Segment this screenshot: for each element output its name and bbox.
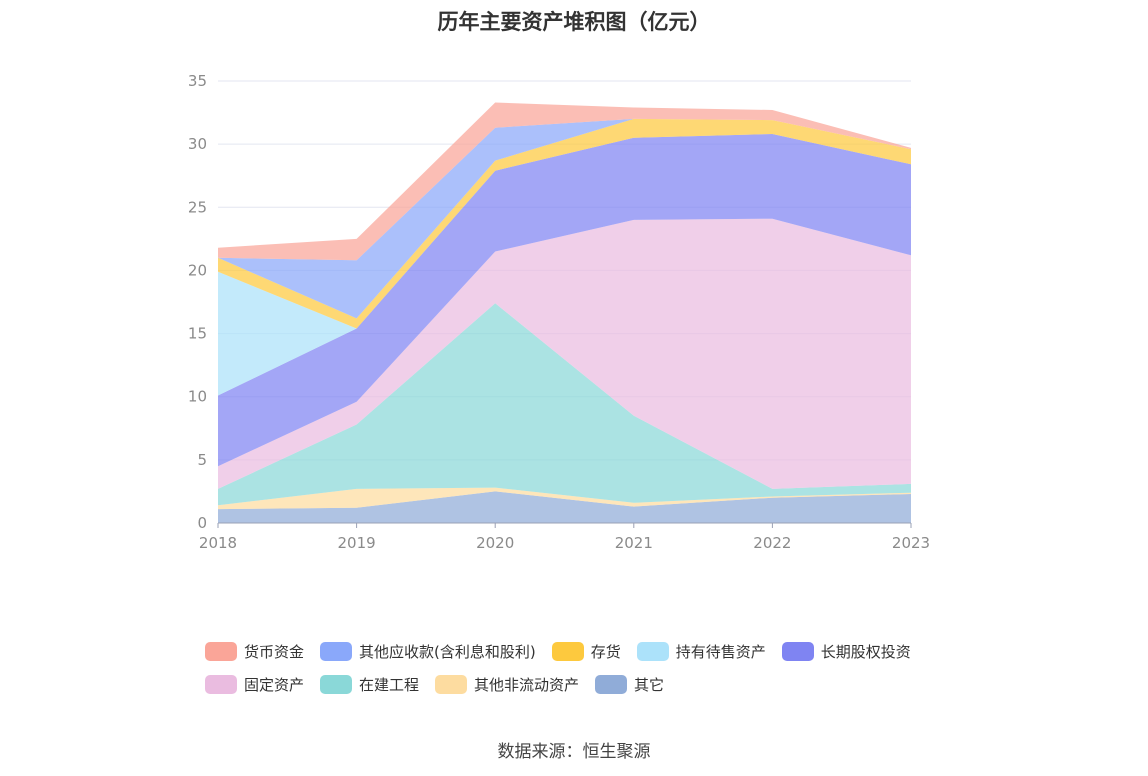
- area-series: [218, 134, 911, 467]
- area-series: [218, 491, 911, 523]
- legend-label: 固定资产: [244, 676, 305, 694]
- y-tick-label: 5: [197, 451, 207, 469]
- legend-swatch: [320, 675, 353, 694]
- area-series: [218, 303, 911, 506]
- legend-label: 其他非流动资产: [474, 676, 580, 694]
- legend-label: 在建工程: [359, 676, 420, 694]
- x-tick-label: 2022: [753, 534, 791, 552]
- legend-item[interactable]: 其他非流动资产: [435, 674, 579, 695]
- legend-row: 货币资金 其他应收款(含利息和股利) 存货 持有待售资产 长期股权投资: [205, 640, 965, 663]
- x-tick-label: 2020: [476, 534, 514, 552]
- x-tick-label: 2021: [615, 534, 653, 552]
- x-tick-label: 2023: [892, 534, 930, 552]
- y-tick-label: 0: [197, 514, 207, 532]
- area-series: [218, 487, 911, 510]
- legend-label: 持有待售资产: [675, 643, 766, 661]
- axes: 0 5 10 15 20 25 30 35 2018 2019 2020 2021 2022 2023: [188, 72, 930, 552]
- legend-item[interactable]: 固定资产: [205, 674, 304, 695]
- y-tick-label: 15: [188, 325, 207, 343]
- legend-swatch: [205, 675, 237, 694]
- area-series-layer: [218, 102, 911, 523]
- y-tick-label: 25: [188, 198, 207, 216]
- legend-item[interactable]: 其他应收款(含利息和股利): [320, 641, 536, 662]
- y-tick-label: 10: [188, 388, 207, 406]
- stacked-area-chart: 0 5 10 15 20 25 30 35 2018 2019 2020 2021 2022 2023: [188, 72, 930, 552]
- area-series: [218, 118, 911, 329]
- legend-item[interactable]: 其它: [595, 674, 664, 695]
- chart-title: 历年主要资产堆积图（亿元）: [437, 10, 711, 34]
- legend-row: 固定资产 在建工程 其他非流动资产 其它: [205, 673, 965, 696]
- x-tick-label: 2018: [199, 534, 237, 552]
- legend-swatch: [636, 642, 669, 661]
- area-series: [218, 218, 911, 489]
- legend-item[interactable]: 在建工程: [320, 674, 419, 695]
- y-tick-label: 35: [188, 72, 207, 90]
- legend-item[interactable]: 持有待售资产: [636, 641, 766, 662]
- legend-swatch: [320, 642, 353, 661]
- legend-swatch: [205, 642, 237, 661]
- legend-item[interactable]: 长期股权投资: [781, 641, 911, 662]
- legend-label: 其它: [634, 676, 665, 694]
- area-series: [218, 102, 911, 261]
- legend-label: 长期股权投资: [820, 643, 911, 661]
- legend-label: 其他应收款(含利息和股利): [359, 643, 536, 661]
- legend-swatch: [595, 675, 628, 694]
- y-tick-label: 30: [188, 135, 207, 153]
- legend-swatch: [435, 675, 468, 694]
- legend-label: 货币资金: [244, 643, 305, 661]
- legend-label: 存货: [590, 643, 621, 661]
- legend: 货币资金 其他应收款(含利息和股利) 存货 持有待售资产 长期股权投资固定资产 在建工程 其…: [205, 640, 965, 706]
- source-note: 数据来源：恒生聚源: [497, 742, 651, 762]
- y-tick-label: 20: [188, 261, 207, 279]
- x-tick-label: 2019: [338, 534, 376, 552]
- legend-item[interactable]: 存货: [551, 641, 621, 662]
- legend-swatch: [551, 642, 584, 661]
- legend-item[interactable]: 货币资金: [205, 641, 304, 662]
- legend-swatch: [781, 642, 814, 661]
- area-series: [218, 118, 911, 319]
